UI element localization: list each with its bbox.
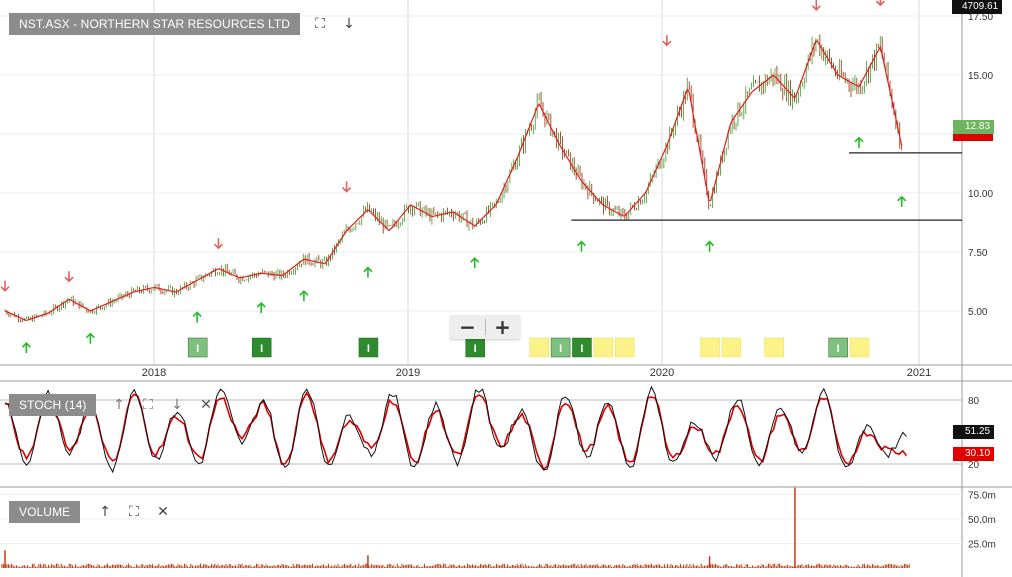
x-tick-label: 2020 xyxy=(650,367,674,379)
buy-signal-arrow xyxy=(470,257,480,269)
buy-signal-arrow xyxy=(576,240,587,252)
sell-signal-arrow xyxy=(342,181,352,193)
x-tick-label: 2018 xyxy=(142,367,166,379)
sell-signal-arrow xyxy=(875,0,885,7)
event-marker xyxy=(721,337,742,358)
ma-value-badge xyxy=(953,134,993,141)
volume-tick-label: 75.0m xyxy=(968,491,996,502)
event-marker-label: I xyxy=(367,343,370,355)
event-marker-label: I xyxy=(260,343,263,355)
y-tick-label: 15.00 xyxy=(968,71,993,82)
sell-signal-arrow xyxy=(213,238,224,250)
zoom-in-button[interactable]: + xyxy=(494,315,511,339)
event-marker-label: I xyxy=(559,343,562,355)
close-icon[interactable]: ✕ xyxy=(157,504,169,520)
event-marker xyxy=(358,337,379,358)
y-tick-label: 17.50 xyxy=(968,12,993,23)
event-marker-label: I xyxy=(196,343,199,355)
zoom-control: − + xyxy=(450,315,520,339)
stoch-tick-label: 80 xyxy=(968,396,980,407)
stoch-d-badge: 30.10 xyxy=(953,447,995,461)
volume-bars xyxy=(1,487,910,568)
buy-signal-arrow xyxy=(299,290,309,302)
last-price-badge: 12.83 xyxy=(953,120,995,134)
price-panel-title: NST.ASX - NORTHERN STAR RESOURCES LTD xyxy=(9,13,301,35)
buy-signal-arrow xyxy=(21,342,31,354)
expand-icon[interactable]: ⛶ xyxy=(129,504,139,520)
zoom-out-button[interactable]: − xyxy=(459,315,476,339)
volume-tick-label: 50.0m xyxy=(968,515,996,526)
event-marker xyxy=(572,337,592,358)
buy-signal-arrow xyxy=(854,136,864,148)
event-marker-label: I xyxy=(474,343,477,355)
stoch-k-line xyxy=(4,385,907,474)
buy-signal-arrow xyxy=(85,332,95,344)
event-marker xyxy=(700,337,720,358)
event-marker-label: I xyxy=(837,343,840,355)
event-marker xyxy=(593,337,614,358)
sell-signal-arrow xyxy=(0,280,10,292)
arrow-down-icon[interactable]: ↓ xyxy=(171,397,183,413)
price-candles xyxy=(4,34,903,323)
y-tick-label: 10.00 xyxy=(968,189,993,200)
stoch-lines xyxy=(4,385,908,474)
buy-signal-arrow xyxy=(192,311,202,323)
event-marker xyxy=(764,337,784,358)
event-marker xyxy=(187,337,208,358)
event-marker-label: I xyxy=(580,343,583,355)
event-marker xyxy=(550,337,571,358)
signal-arrows xyxy=(0,0,907,354)
top-value-badge: 4709.61 xyxy=(952,0,1003,14)
trend-lines xyxy=(571,152,962,221)
y-tick-label: 5.00 xyxy=(968,307,988,318)
sell-signal-arrow xyxy=(811,0,821,11)
moving-average-line xyxy=(4,39,903,322)
arrow-up-icon[interactable]: ↑ xyxy=(113,397,125,413)
arrow-down-icon[interactable]: ↓ xyxy=(343,16,355,32)
volume-panel-title: VOLUME xyxy=(9,501,81,523)
sell-signal-arrow xyxy=(662,35,672,47)
expand-icon[interactable]: ⛶ xyxy=(315,16,325,32)
axes: 20182019202020215.007.5010.0012.5015.001… xyxy=(142,12,996,551)
event-marker xyxy=(251,337,272,358)
event-marker xyxy=(849,337,870,358)
y-tick-label: 7.50 xyxy=(968,248,988,259)
close-icon[interactable]: ✕ xyxy=(200,397,212,413)
arrow-up-icon[interactable]: ↑ xyxy=(99,504,111,520)
volume-tick-label: 25.0m xyxy=(968,540,996,551)
stoch-panel-title: STOCH (14) xyxy=(9,394,97,416)
buy-signal-arrow xyxy=(256,301,266,314)
zoom-divider xyxy=(485,319,486,335)
stoch-tick-label: 20 xyxy=(968,460,980,471)
buy-signal-arrow xyxy=(363,266,373,278)
event-marker xyxy=(828,337,848,358)
sell-signal-arrow xyxy=(64,271,74,283)
x-tick-label: 2019 xyxy=(396,367,420,379)
x-tick-label: 2021 xyxy=(907,367,931,379)
expand-icon[interactable]: ⛶ xyxy=(143,397,153,413)
stoch-k-badge: 51.25 xyxy=(953,425,995,439)
stoch-d-line xyxy=(4,391,908,471)
event-marker xyxy=(614,337,635,358)
buy-signal-arrow xyxy=(897,195,907,207)
event-marker xyxy=(529,337,549,358)
buy-signal-arrow xyxy=(704,240,715,252)
